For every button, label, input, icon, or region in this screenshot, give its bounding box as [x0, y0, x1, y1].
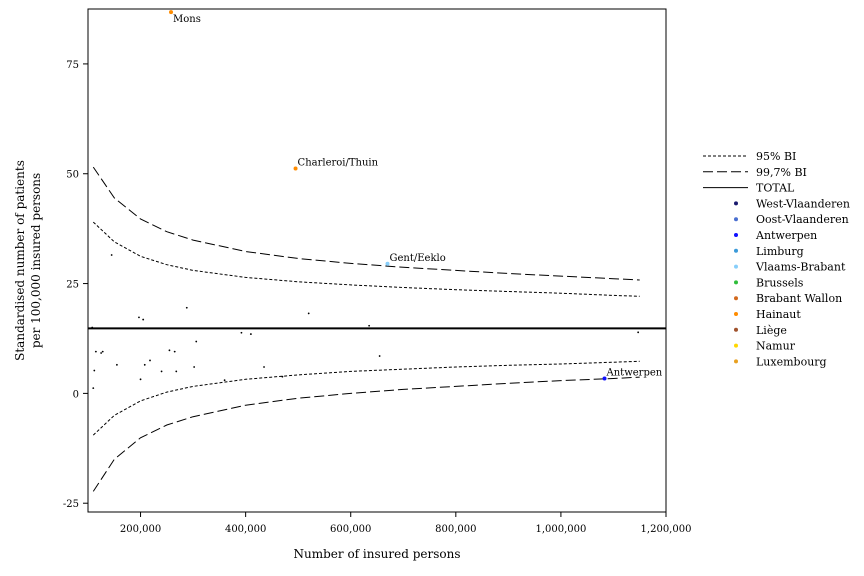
annotation-label: Antwerpen — [606, 367, 663, 378]
data-point-hainaut — [169, 10, 174, 15]
data-point — [307, 312, 310, 315]
annotation-label: Charleroi/Thuin — [298, 157, 379, 168]
data-point — [139, 378, 142, 381]
data-point — [175, 370, 178, 373]
y-tick-label: 50 — [66, 170, 79, 181]
data-point — [637, 331, 640, 334]
legend-label: Oost-Vlaanderen — [756, 213, 849, 226]
legend-marker — [734, 233, 738, 237]
data-point — [195, 340, 198, 343]
legend: 95% BI 99,7% BI TOTAL West-Vlaanderen Oost-V… — [703, 150, 850, 368]
data-point — [101, 350, 104, 353]
data-point — [142, 318, 145, 321]
annotation-label: Gent/Eeklo — [390, 253, 446, 264]
data-point — [92, 387, 95, 390]
legend-label: Hainaut — [756, 308, 801, 321]
data-point — [263, 366, 265, 368]
x-tick-label: 600,000 — [330, 524, 371, 535]
legend-label: Luxembourg — [756, 355, 827, 368]
data-point — [223, 379, 226, 382]
y-tick-label: -25 — [63, 499, 79, 510]
y-axis-title-line1: Standardised number of patients — [13, 160, 27, 361]
data-point — [100, 352, 103, 354]
data-point — [168, 349, 171, 352]
legend-marker — [734, 201, 738, 206]
data-point — [193, 366, 196, 368]
data-point — [240, 331, 243, 334]
data-point — [368, 324, 371, 327]
y-tick-label: 75 — [66, 60, 79, 71]
data-point — [93, 369, 96, 372]
legend-label: Vlaams-Brabant — [755, 261, 846, 274]
data-point — [149, 359, 151, 362]
y-axis: -25 0 25 50 75 — [63, 60, 88, 510]
legend-label: Namur — [756, 340, 796, 353]
plot-content: Mons Charleroi/Thuin Gent/Eeklo Antwerpen — [88, 10, 666, 492]
data-point — [281, 375, 284, 378]
data-point — [185, 306, 188, 309]
annotation-label: Mons — [173, 14, 201, 25]
legend-marker — [734, 359, 738, 364]
y-tick-label: 0 — [73, 389, 79, 400]
data-point — [249, 333, 252, 335]
x-axis: 200,000 400,000 600,000 800,000 1,000,000 1,2… — [120, 512, 692, 535]
ci997-lower-line — [92, 376, 640, 492]
x-tick-label: 200,000 — [120, 524, 161, 535]
legend-label: West-Vlaanderen — [756, 197, 850, 210]
data-point-hainaut — [293, 166, 298, 171]
y-tick-label: 25 — [66, 280, 79, 291]
data-point — [116, 363, 118, 366]
data-point — [160, 370, 163, 373]
legend-label: 99,7% BI — [756, 166, 807, 179]
legend-label: TOTAL — [756, 182, 795, 195]
data-point — [143, 363, 146, 366]
x-tick-label: 1,200,000 — [641, 524, 692, 535]
legend-label: Antwerpen — [755, 229, 817, 242]
data-point — [173, 350, 176, 353]
data-point — [91, 326, 94, 329]
x-tick-label: 800,000 — [435, 524, 476, 535]
data-point — [110, 254, 113, 256]
legend-label: Liège — [756, 324, 787, 337]
legend-marker — [734, 248, 738, 253]
legend-marker — [734, 264, 738, 269]
x-tick-label: 1,000,000 — [535, 524, 586, 535]
data-point — [378, 355, 381, 357]
legend-label: 95% BI — [756, 150, 796, 163]
y-axis-title-line2: per 100,000 insured persons — [29, 173, 43, 348]
data-point-vlaams-brabant — [385, 261, 390, 266]
legend-marker — [734, 217, 738, 222]
legend-label: Limburg — [756, 245, 804, 258]
data-point — [138, 316, 140, 319]
legend-marker — [734, 343, 738, 348]
x-tick-label: 400,000 — [225, 524, 266, 535]
legend-marker — [734, 280, 738, 285]
ci95-upper-line — [92, 221, 640, 297]
x-axis-title: Number of insured persons — [294, 547, 461, 561]
legend-marker — [734, 296, 738, 301]
legend-marker — [734, 327, 738, 332]
legend-label: Brussels — [756, 276, 804, 289]
legend-label: Brabant Wallon — [756, 292, 842, 305]
data-point — [94, 350, 97, 353]
plot-frame — [87, 8, 667, 513]
ci95-lower-line — [92, 360, 640, 436]
legend-marker — [734, 312, 738, 316]
ci997-upper-line — [92, 166, 640, 281]
data-point-antwerpen — [602, 376, 607, 381]
